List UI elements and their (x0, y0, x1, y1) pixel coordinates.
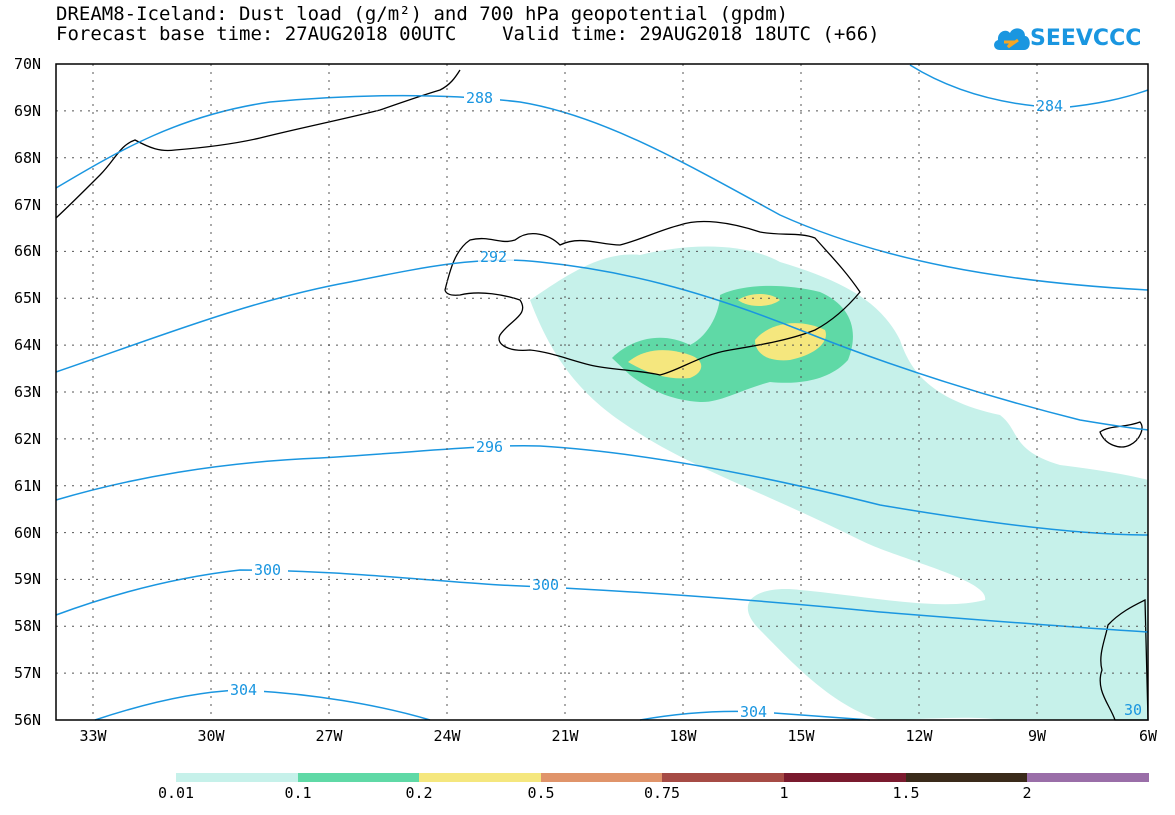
contour-292 (55, 259, 1149, 431)
lon-label: 27W (315, 727, 343, 745)
legend-label: 1.5 (892, 784, 920, 802)
lat-label: 69N (14, 102, 41, 120)
greenland-coast (55, 69, 461, 219)
legend-swatch (662, 773, 784, 782)
legend-swatch (906, 773, 1027, 782)
dust-area-02-north (738, 294, 780, 306)
lat-label: 67N (14, 196, 41, 214)
dust-area-02-west (628, 350, 702, 379)
lat-label: 70N (14, 55, 41, 73)
lat-label: 68N (14, 149, 41, 167)
legend-label: 0.2 (405, 784, 433, 802)
lon-label: 15W (787, 727, 815, 745)
contour-label: 296 (476, 438, 503, 456)
contour-label: 304 (230, 681, 257, 699)
contour-labels: 288 284 292 296 300 300 304 304 30 (228, 89, 1142, 721)
legend-label: 0.01 (157, 784, 195, 802)
lat-label: 66N (14, 242, 41, 260)
contour-284 (909, 64, 1149, 109)
legend-swatch (419, 773, 541, 782)
dust-field (530, 246, 1148, 720)
contour-label: 30 (1124, 701, 1142, 719)
contour-label: 292 (480, 248, 507, 266)
lat-label: 58N (14, 617, 41, 635)
contour-296 (55, 444, 1149, 536)
iceland-coast (444, 220, 861, 376)
cloud-icon (994, 28, 1030, 50)
contour-288 (55, 94, 1149, 291)
lat-label: 62N (14, 430, 41, 448)
logo-text: SEEVCCC (1030, 26, 1142, 51)
lat-label: 59N (14, 570, 41, 588)
lon-label: 33W (79, 727, 107, 745)
graticule (56, 64, 1148, 720)
contour-label: 284 (1036, 97, 1063, 115)
legend-swatch (1027, 773, 1149, 782)
contour-label: 304 (740, 703, 767, 721)
legend-swatch (541, 773, 662, 782)
lat-label: 65N (14, 289, 41, 307)
lat-label: 63N (14, 383, 41, 401)
contour-label: 300 (254, 561, 281, 579)
legend-swatch (298, 773, 419, 782)
lon-label: 9W (1028, 727, 1047, 745)
seevccc-logo: SEEVCCC (992, 20, 1152, 56)
coastlines (55, 69, 1149, 721)
legend-label: 1 (779, 784, 789, 802)
contour-label: 288 (466, 89, 493, 107)
lon-label: 30W (197, 727, 225, 745)
geopotential-contours (55, 64, 1149, 721)
lat-labels: 70N 69N 68N 67N 66N 65N 64N 63N 62N 61N … (14, 55, 41, 729)
lon-label: 18W (669, 727, 697, 745)
lat-label: 57N (14, 664, 41, 682)
legend-swatch (176, 773, 298, 782)
lon-label: 24W (433, 727, 461, 745)
legend-label: 0.5 (527, 784, 555, 802)
legend-label: 0.1 (284, 784, 312, 802)
legend-label: 2 (1022, 784, 1032, 802)
contour-label: 300 (532, 576, 559, 594)
scotland-coast (1099, 598, 1149, 721)
lat-label: 61N (14, 477, 41, 495)
lon-labels: 33W 30W 27W 24W 21W 18W 15W 12W 9W 6W (79, 727, 1158, 745)
lat-label: 56N (14, 711, 41, 729)
lat-label: 60N (14, 524, 41, 542)
forecast-times: Forecast base time: 27AUG2018 00UTC Vali… (56, 23, 880, 45)
lon-label: 21W (551, 727, 579, 745)
legend-swatch (784, 773, 906, 782)
legend-label: 0.75 (643, 784, 681, 802)
map-title: DREAM8-Iceland: Dust load (g/m²) and 700… (56, 3, 789, 25)
lat-label: 64N (14, 336, 41, 354)
lon-label: 12W (905, 727, 933, 745)
lon-label: 6W (1139, 727, 1158, 745)
map-frame (55, 63, 1149, 721)
